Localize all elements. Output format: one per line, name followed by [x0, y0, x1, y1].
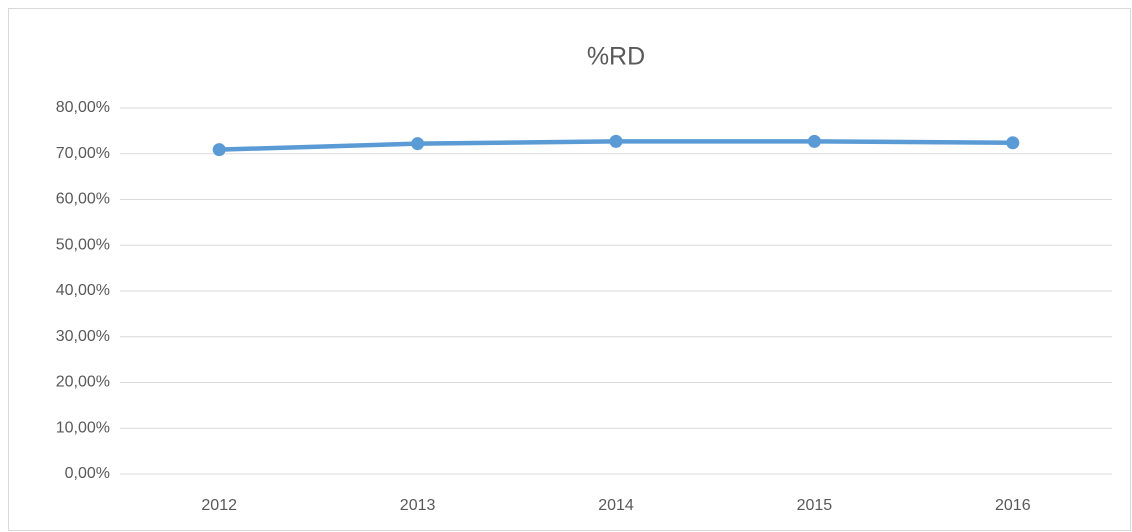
x-tick-label: 2016	[995, 497, 1031, 514]
y-tick-label: 40,00%	[56, 282, 110, 299]
x-tick-label: 2013	[400, 497, 436, 514]
x-tick-label: 2014	[598, 497, 634, 514]
y-tick-label: 30,00%	[56, 328, 110, 345]
chart-title: %RD	[587, 43, 645, 71]
point	[609, 134, 623, 148]
point	[1006, 136, 1020, 150]
x-tick-label: 2012	[201, 497, 237, 514]
y-tick-label: 60,00%	[56, 191, 110, 208]
y-tick-label: 80,00%	[56, 99, 110, 116]
y-tick-label: 10,00%	[56, 419, 110, 436]
y-tick-label: 70,00%	[56, 145, 110, 162]
x-tick-label: 2015	[797, 497, 833, 514]
y-tick-label: 0,00%	[65, 465, 110, 482]
point	[411, 137, 425, 151]
point	[212, 143, 226, 157]
chart-frame	[8, 8, 1131, 531]
point	[807, 134, 821, 148]
y-tick-label: 50,00%	[56, 236, 110, 253]
y-tick-label: 20,00%	[56, 374, 110, 391]
